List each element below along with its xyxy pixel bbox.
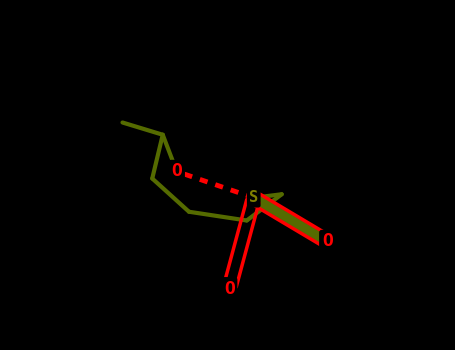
Text: O: O	[224, 280, 235, 298]
Text: O: O	[172, 162, 182, 181]
Text: S: S	[249, 190, 258, 205]
Text: O: O	[322, 232, 333, 251]
